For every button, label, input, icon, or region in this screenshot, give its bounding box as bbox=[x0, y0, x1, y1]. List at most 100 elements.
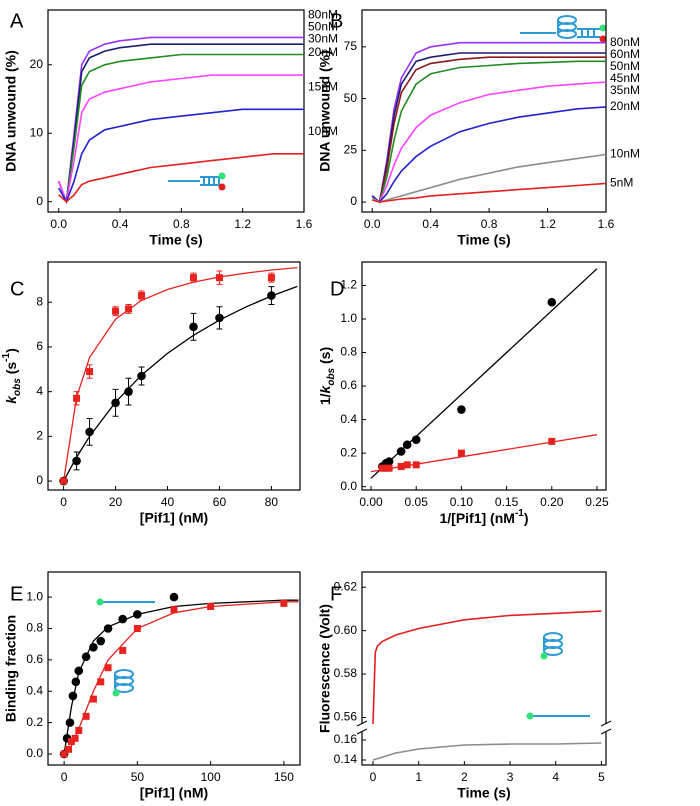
axis-label: 1/[Pif1] (nM-1) bbox=[439, 508, 528, 526]
y-tick-label: 0.8 bbox=[340, 345, 357, 359]
data-point bbox=[169, 592, 179, 602]
icons bbox=[96, 15, 607, 720]
y-tick-label: 10 bbox=[30, 125, 44, 139]
donor-dot bbox=[526, 712, 534, 720]
y-tick-label: 6 bbox=[36, 339, 43, 353]
label-part: k bbox=[317, 384, 333, 393]
data-point bbox=[73, 394, 81, 402]
series-label: 20nM bbox=[610, 99, 640, 113]
y-tick-label: 0.58 bbox=[334, 666, 358, 680]
acceptor-dot bbox=[218, 183, 226, 191]
data-point bbox=[138, 292, 146, 300]
label-part: -1 bbox=[515, 508, 524, 519]
y-tick-label: 0.8 bbox=[26, 621, 43, 635]
axis-label: kobs (s-1) bbox=[1, 348, 23, 404]
axis-label: Time (s) bbox=[149, 232, 202, 248]
x-tick-label: 0.0 bbox=[364, 217, 381, 231]
series-label: 50nM bbox=[308, 20, 338, 34]
plot-frame bbox=[361, 571, 607, 766]
donor-dot bbox=[112, 689, 120, 697]
axis-label: DNA unwound (%) bbox=[3, 50, 19, 172]
donor-dot bbox=[96, 598, 104, 606]
data-point bbox=[548, 437, 556, 445]
axis-label: Binding fraction bbox=[3, 615, 19, 722]
data-point bbox=[124, 387, 133, 396]
y-tick-label: 50 bbox=[344, 91, 358, 105]
axis-label: [Pif1] (nM) bbox=[140, 510, 208, 526]
series-label: 15nM bbox=[308, 79, 338, 93]
x-tick-label: 0.20 bbox=[540, 495, 564, 509]
data-point bbox=[170, 606, 178, 614]
data-point bbox=[189, 274, 197, 282]
x-tick-label: 1.2 bbox=[539, 217, 556, 231]
y-tick-label: 1.2 bbox=[340, 278, 357, 292]
panel-label: F bbox=[330, 583, 342, 605]
x-tick-label: 60 bbox=[213, 495, 227, 509]
g4-icon bbox=[543, 632, 563, 656]
data-point bbox=[280, 599, 288, 607]
y-tick-label: 2 bbox=[36, 429, 43, 443]
data-point bbox=[111, 398, 120, 408]
trace bbox=[371, 56, 606, 204]
trace bbox=[371, 81, 607, 204]
series-label: 20nM bbox=[308, 45, 338, 59]
series-label: 30nM bbox=[308, 32, 338, 46]
x-tick-label: 0 bbox=[60, 495, 67, 509]
x-tick-label: 0.4 bbox=[112, 217, 129, 231]
data-point bbox=[71, 677, 81, 687]
trace bbox=[372, 742, 602, 761]
g4-icon bbox=[557, 15, 577, 39]
x-tick-label: 0.8 bbox=[173, 217, 190, 231]
data-point bbox=[60, 750, 68, 758]
y-tick-label: 0.56 bbox=[334, 710, 358, 724]
duplex-icon bbox=[577, 28, 600, 38]
trace bbox=[372, 610, 602, 725]
duplex-icon bbox=[200, 176, 220, 186]
x-tick-label: 0.0 bbox=[50, 217, 67, 231]
data-point bbox=[403, 461, 411, 469]
y-tick-label: 8 bbox=[36, 294, 43, 308]
data-point bbox=[189, 322, 198, 332]
panel-label: B bbox=[330, 10, 343, 32]
data-point bbox=[547, 297, 557, 307]
donor-dot bbox=[218, 172, 226, 180]
data-point bbox=[267, 291, 276, 300]
data-point bbox=[89, 695, 97, 703]
y-tick-label: 1.0 bbox=[26, 589, 43, 603]
label-part: -1 bbox=[1, 352, 12, 361]
y-tick-label: 0.2 bbox=[26, 715, 43, 729]
x-tick-label: 1.6 bbox=[598, 217, 615, 231]
x-tick-label: 0 bbox=[61, 770, 68, 784]
data-point bbox=[89, 643, 98, 652]
y-tick-label: 4 bbox=[36, 384, 43, 398]
axis-label: Time (s) bbox=[457, 232, 510, 248]
x-tick-label: 5 bbox=[598, 770, 605, 784]
data-point bbox=[215, 313, 224, 323]
series-label: 60nM bbox=[610, 47, 640, 61]
y-tick-label: 0.16 bbox=[334, 732, 358, 746]
y-tick-label: 0.0 bbox=[340, 479, 357, 493]
y-tick-label: 0.14 bbox=[334, 752, 358, 766]
trace bbox=[371, 182, 607, 203]
data-point bbox=[118, 614, 128, 624]
donor-dot bbox=[540, 652, 548, 660]
panel-label: E bbox=[10, 583, 23, 605]
break-mark bbox=[600, 728, 612, 735]
y-tick-label: 0.6 bbox=[340, 378, 357, 392]
data-point bbox=[215, 274, 223, 282]
series-label: 5nM bbox=[610, 176, 633, 190]
axis-break bbox=[359, 724, 365, 731]
data-point bbox=[67, 737, 75, 745]
x-tick-label: 80 bbox=[265, 495, 279, 509]
axis-break bbox=[603, 724, 609, 731]
x-tick-label: 0.10 bbox=[450, 495, 474, 509]
label-part: obs bbox=[326, 367, 337, 385]
axis-label: DNA unwound (%) bbox=[317, 50, 333, 172]
acceptor-dot bbox=[599, 35, 607, 43]
data-point bbox=[412, 461, 420, 469]
label-part: obs bbox=[12, 378, 23, 396]
data-point bbox=[119, 646, 127, 654]
data-point bbox=[75, 726, 83, 734]
data-point bbox=[402, 440, 412, 450]
